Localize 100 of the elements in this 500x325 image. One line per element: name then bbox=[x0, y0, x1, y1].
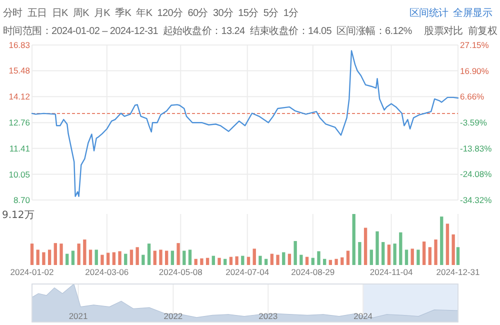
bar bbox=[416, 250, 420, 265]
bar bbox=[30, 244, 34, 265]
bar bbox=[328, 260, 332, 265]
bar bbox=[334, 258, 338, 265]
text: 120分 bbox=[157, 7, 183, 20]
bar bbox=[71, 250, 75, 265]
x-tick-label: 2024-03-06 bbox=[85, 267, 129, 277]
bar bbox=[346, 250, 350, 265]
bar bbox=[130, 250, 134, 265]
bar bbox=[282, 252, 286, 265]
text: 时间范围：2024-01-02 – 2024-12-31 bbox=[3, 24, 158, 38]
x-tick-label: 2021 bbox=[68, 311, 88, 321]
x-tick-label: 2024 bbox=[354, 311, 373, 321]
y-tick-label: 11.41 bbox=[9, 143, 30, 154]
bar bbox=[246, 256, 250, 265]
bar bbox=[370, 250, 373, 265]
bar bbox=[153, 250, 156, 265]
bar bbox=[428, 247, 432, 265]
y2-tick-label: 16.90% bbox=[460, 66, 490, 76]
bar bbox=[48, 250, 52, 265]
bar bbox=[142, 254, 145, 265]
bar bbox=[264, 258, 268, 265]
bar bbox=[241, 256, 244, 265]
bar bbox=[294, 241, 297, 265]
text: 年K bbox=[136, 7, 152, 20]
x-tick-label: 2024-08-29 bbox=[291, 267, 335, 277]
text: 分时 bbox=[3, 6, 22, 20]
bar bbox=[194, 258, 198, 265]
text: 区间统计 bbox=[409, 6, 448, 20]
bar bbox=[88, 250, 92, 265]
bar bbox=[456, 247, 460, 265]
bar bbox=[224, 258, 227, 265]
text: 月K bbox=[94, 7, 110, 20]
bar bbox=[66, 254, 69, 265]
y2-tick-label: -3.59% bbox=[460, 118, 488, 128]
bar bbox=[60, 244, 63, 265]
y-tick-label: 12.76 bbox=[8, 118, 30, 128]
bar bbox=[446, 224, 450, 265]
x-tick-label: 2024-12-31 bbox=[436, 267, 480, 277]
bar bbox=[136, 247, 139, 265]
text: 五日 bbox=[27, 7, 47, 20]
bar bbox=[218, 258, 221, 265]
bar bbox=[358, 242, 362, 265]
bar bbox=[176, 243, 180, 265]
bar bbox=[323, 258, 326, 265]
bar bbox=[229, 256, 233, 265]
bar bbox=[188, 250, 192, 265]
text: 全屏显示 bbox=[453, 7, 492, 20]
y2-tick-label: -34.32% bbox=[460, 195, 492, 205]
text: 结束收盘价：14.05 bbox=[250, 24, 332, 38]
x-tick-label: 2022 bbox=[164, 311, 183, 321]
text: 日K bbox=[52, 7, 68, 20]
bar bbox=[54, 243, 57, 265]
bar bbox=[404, 250, 408, 265]
bar bbox=[83, 240, 86, 265]
bar bbox=[124, 254, 128, 265]
y-tick-label: 10.05 bbox=[8, 169, 30, 180]
bar bbox=[317, 251, 320, 265]
bar bbox=[252, 248, 256, 265]
bar bbox=[387, 244, 391, 265]
text: 周K bbox=[72, 7, 89, 20]
bar bbox=[100, 254, 104, 265]
bar bbox=[311, 258, 314, 265]
bar bbox=[212, 256, 215, 265]
bar bbox=[258, 256, 262, 265]
bar bbox=[422, 242, 426, 265]
y2-tick-label: -13.83% bbox=[460, 143, 492, 154]
bar bbox=[382, 242, 385, 265]
y-tick-label: 14.12 bbox=[8, 92, 30, 102]
bar bbox=[147, 244, 151, 265]
bar bbox=[94, 250, 98, 265]
text: 5分 bbox=[263, 7, 278, 20]
bar bbox=[440, 216, 444, 265]
y2-tick-label: 6.66% bbox=[460, 92, 485, 102]
bar bbox=[118, 251, 122, 265]
annotation: 9.12万 bbox=[2, 210, 34, 221]
bar bbox=[182, 250, 186, 265]
bar bbox=[393, 244, 396, 265]
text: 股票对比 bbox=[424, 24, 463, 38]
y-tick-label: 8.70 bbox=[13, 195, 30, 205]
text: 15分 bbox=[238, 7, 258, 20]
bar bbox=[106, 252, 110, 265]
text: 60分 bbox=[188, 7, 208, 20]
bar bbox=[159, 250, 162, 265]
bar bbox=[77, 244, 80, 265]
bar bbox=[305, 256, 309, 265]
bar bbox=[288, 254, 292, 265]
bar bbox=[452, 234, 455, 265]
x-tick-label: 2024-01-02 bbox=[10, 267, 54, 277]
bar bbox=[300, 254, 303, 265]
y-tick-label: 15.48 bbox=[8, 66, 30, 76]
bar bbox=[36, 250, 40, 265]
bar bbox=[276, 254, 280, 265]
bar bbox=[235, 256, 238, 265]
bar bbox=[410, 248, 414, 265]
x-tick-label: 2024-07-04 bbox=[226, 267, 270, 277]
y2-tick-label: 27.15% bbox=[460, 40, 490, 50]
bar bbox=[340, 257, 344, 265]
bar bbox=[112, 252, 116, 265]
y-tick-label: 16.83 bbox=[8, 40, 30, 50]
